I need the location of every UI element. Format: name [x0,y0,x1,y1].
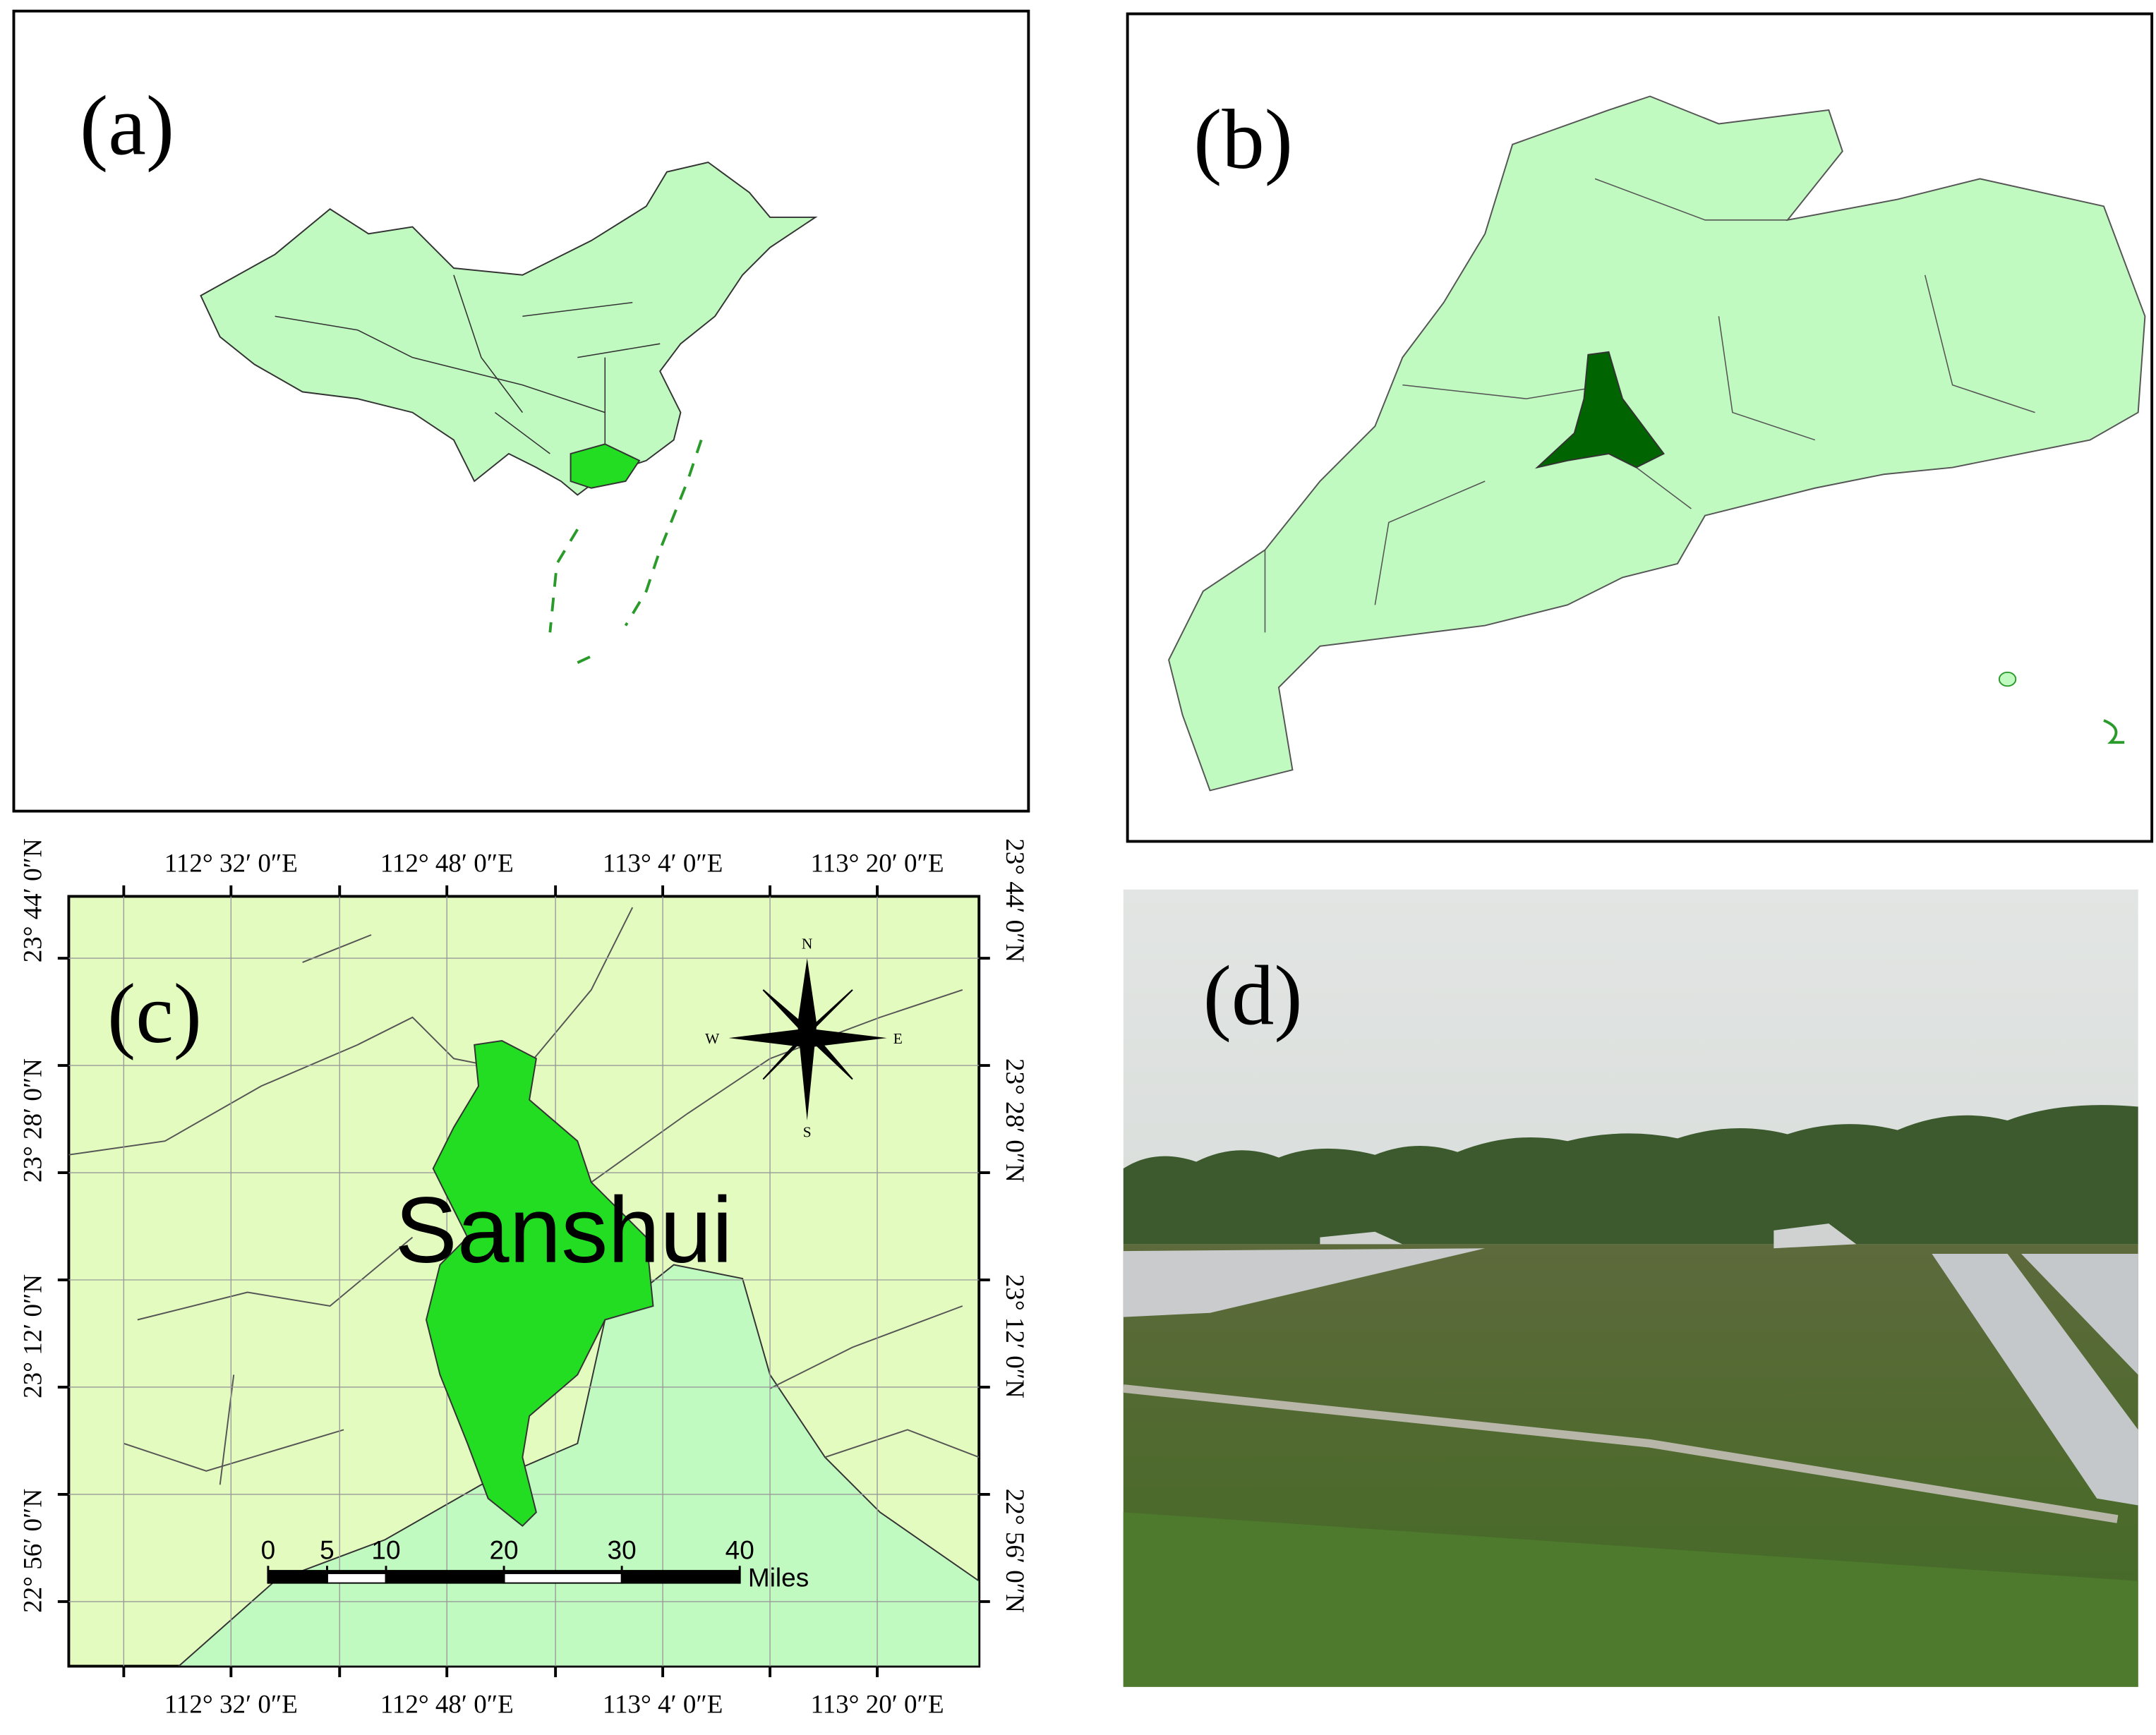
region [177,1264,980,1667]
panel-label: (b) [1193,92,1293,187]
lat-tick-label: 23° 12′ 0″N [18,1274,47,1398]
panel-d: (d) [1123,889,2138,1687]
lon-tick-label: 112° 32′ 0″E [164,1691,298,1719]
lat-tick-label: 23° 28′ 0″N [18,1058,47,1183]
lat-tick-label: 23° 28′ 0″N [1000,1058,1029,1183]
scale-unit: Miles [748,1562,809,1592]
compass-star [762,989,853,1080]
scale-bar-segment [504,1573,622,1580]
panel-label: (a) [80,78,174,173]
panel-label: (d) [1203,949,1303,1044]
lat-tick-label: 23° 44′ 0″N [1000,838,1029,962]
compass-e: E [893,1030,903,1047]
lat-tick-label: 22° 56′ 0″N [18,1489,47,1613]
lon-tick-label: 113° 20′ 0″E [811,849,944,878]
island [2103,719,2125,744]
photo-trees [1123,1105,2138,1245]
scale-label: 40 [725,1535,754,1565]
island [1998,671,2017,687]
dashed-boundary [548,439,703,664]
scale-label: 5 [320,1535,335,1565]
lon-tick-label: 112° 48′ 0″E [380,1691,514,1719]
plastic-mulch [1123,1248,1486,1317]
compass-w: W [705,1030,720,1047]
panel-a: (a) [12,9,1030,813]
plastic-mulch [1932,1253,2138,1506]
compass: N E S W [705,935,903,1140]
scale-label: 20 [489,1535,518,1565]
province-borders [275,274,661,454]
lon-tick-label: 113° 4′ 0″E [603,1691,723,1719]
panel-label: (c) [107,967,202,1061]
lat-tick-label: 22° 56′ 0″N [1000,1489,1029,1613]
scale-bar-segment [327,1573,386,1580]
field-edge [1123,1384,2119,1523]
lon-tick-label: 112° 48′ 0″E [380,849,514,878]
photo-grass [1123,1512,2138,1687]
scale-label: 30 [608,1535,637,1565]
scale-bar-segment [504,1576,622,1583]
scale-label: 10 [371,1535,400,1565]
lat-tick-label: 23° 12′ 0″N [1000,1274,1029,1398]
scale-bar-segment [327,1576,386,1583]
compass-s: S [803,1123,812,1140]
lon-tick-label: 112° 32′ 0″E [164,849,298,878]
scale-label: 0 [261,1535,276,1565]
shed [1320,1223,1857,1249]
sanshui [1534,351,1665,469]
guangdong [570,443,641,489]
lat-tick-label: 23° 44′ 0″N [18,838,47,962]
lon-tick-label: 113° 4′ 0″E [603,849,723,878]
place-label: Sanshui [395,1178,733,1283]
compass-n: N [802,935,812,952]
city-borders [1264,178,2035,633]
compass-star [728,958,887,1120]
lon-tick-label: 113° 20′ 0″E [811,1691,944,1719]
china-map [200,161,818,496]
sanshui [425,1039,654,1528]
panel-b: (b) [1126,12,2154,843]
